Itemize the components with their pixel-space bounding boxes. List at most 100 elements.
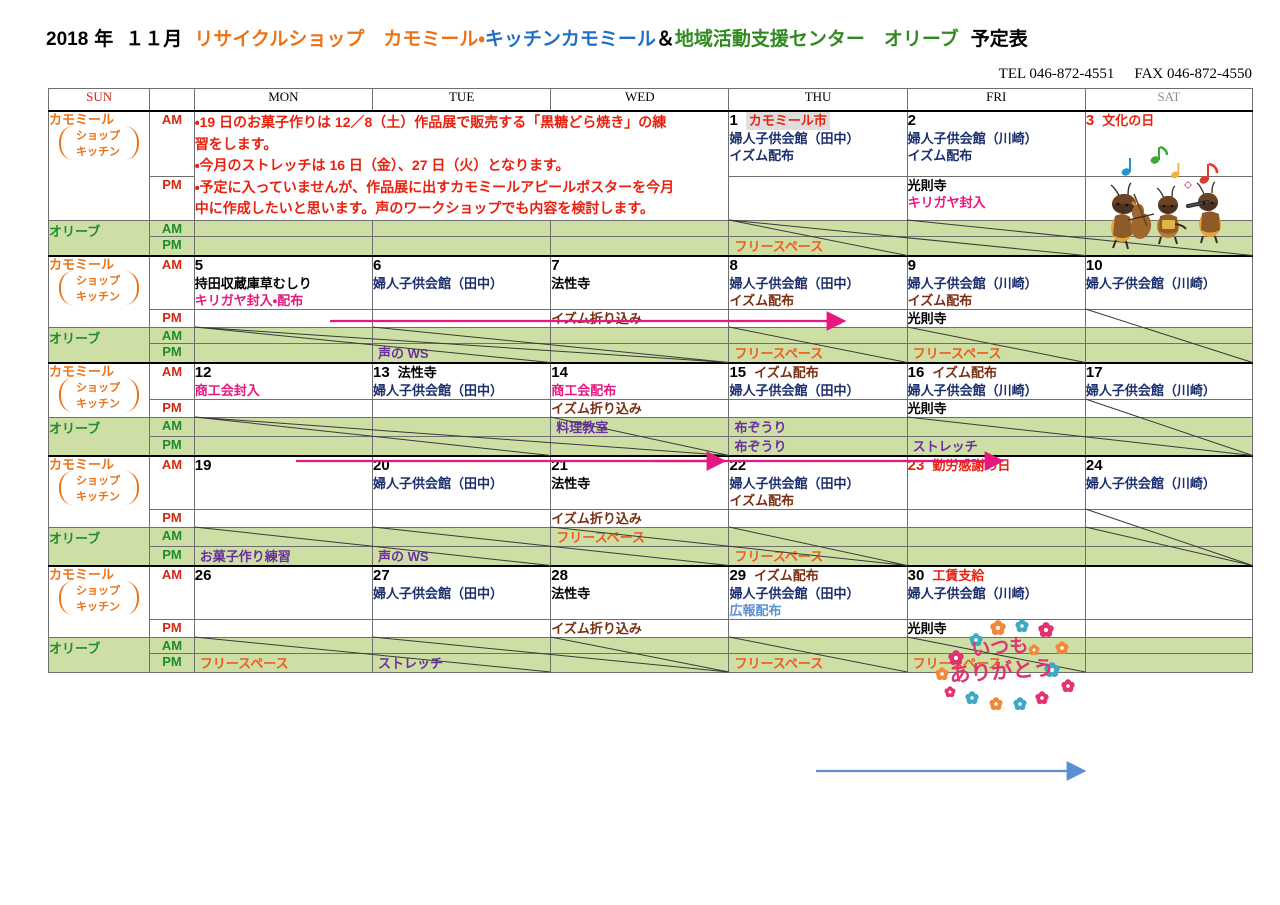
olive-cell-sat-pm[interactable] [1084, 342, 1254, 363]
olive-cell-fri-am[interactable] [906, 526, 1086, 547]
cell-thu-pm[interactable] [728, 176, 908, 221]
olive-cell-wed-pm[interactable] [550, 545, 730, 566]
cell-tue-am[interactable]: 27 婦人子供会館（田中） [372, 564, 552, 620]
olive-cell-tue-pm[interactable] [372, 235, 552, 256]
cell-sat-pm[interactable] [1084, 508, 1254, 528]
olive-cell-fri-pm[interactable] [906, 545, 1086, 566]
cell-thu-am[interactable]: 29 イズム配布 婦人子供会館（田中） 広報配布 [728, 564, 908, 620]
olive-cell-wed-am[interactable] [550, 326, 730, 344]
olive-cell-thu-pm[interactable]: フリースペース [728, 342, 908, 363]
cell-tue-pm[interactable] [372, 618, 552, 638]
olive-cell-wed-am[interactable]: フリースペース [550, 526, 730, 547]
cell-sat-pm[interactable] [1084, 308, 1254, 328]
cell-fri-am[interactable]: 23 勤労感謝の日 [906, 454, 1086, 510]
olive-cell-fri-pm[interactable]: フリースペース [906, 342, 1086, 363]
cell-tue-pm[interactable] [372, 398, 552, 418]
olive-cell-thu-am[interactable]: 布ぞうり [728, 416, 908, 437]
olive-cell-tue-am[interactable] [372, 636, 552, 654]
cell-mon-am[interactable]: 26 [193, 564, 374, 620]
cell-thu-am[interactable]: 15 イズム配布 婦人子供会館（田中） [728, 361, 908, 400]
olive-cell-wed-am[interactable] [550, 636, 730, 654]
cell-tue-am[interactable]: 13 法性寺 婦人子供会館（田中） [372, 361, 552, 400]
olive-cell-mon-pm[interactable] [193, 342, 374, 363]
olive-cell-tue-pm[interactable]: ストレッチ [372, 652, 552, 673]
cell-mon-am[interactable]: 12 商工会封入 [193, 361, 374, 400]
olive-cell-mon-am[interactable] [193, 416, 374, 437]
olive-cell-sat-pm[interactable] [1084, 545, 1254, 566]
olive-cell-sat-am[interactable] [1084, 636, 1254, 654]
olive-cell-tue-pm[interactable] [372, 435, 552, 456]
cell-mon-pm[interactable] [193, 308, 374, 328]
olive-cell-tue-am[interactable] [372, 326, 552, 344]
olive-cell-thu-pm[interactable]: 布ぞうり [728, 435, 908, 456]
olive-cell-fri-am[interactable] [906, 326, 1086, 344]
cell-mon-pm[interactable] [193, 398, 374, 418]
olive-cell-fri-am[interactable] [906, 219, 1086, 237]
olive-cell-mon-pm[interactable]: お菓子作り練習 [193, 545, 374, 566]
olive-cell-sat-am[interactable] [1084, 326, 1254, 344]
olive-cell-wed-pm[interactable] [550, 652, 730, 673]
olive-cell-fri-pm[interactable] [906, 235, 1086, 256]
olive-cell-thu-pm[interactable]: フリースペース [728, 652, 908, 673]
cell-tue-pm[interactable] [372, 308, 552, 328]
cell-wed-pm[interactable]: イズム折り込み [550, 398, 730, 418]
cell-thu-pm[interactable] [728, 508, 908, 528]
olive-cell-tue-am[interactable] [372, 416, 552, 437]
cell-thu-pm[interactable] [728, 308, 908, 328]
cell-wed-am[interactable]: 14 商工会配布 [550, 361, 730, 400]
cell-wed-am[interactable]: 7 法性寺 [550, 254, 730, 310]
olive-cell-mon-am[interactable] [193, 326, 374, 344]
cell-sat-pm[interactable] [1084, 618, 1254, 638]
cell-tue-am[interactable]: 20 婦人子供会館（田中） [372, 454, 552, 510]
olive-cell-sat-am[interactable] [1084, 526, 1254, 547]
cell-mon-pm[interactable] [193, 618, 374, 638]
cell-wed-am[interactable]: 28 法性寺 [550, 564, 730, 620]
olive-cell-thu-pm[interactable]: フリースペース [728, 545, 908, 566]
olive-cell-mon-am[interactable] [193, 219, 374, 237]
cell-thu-am[interactable]: 22 婦人子供会館（田中） イズム配布 [728, 454, 908, 510]
cell-tue-am[interactable]: 6 婦人子供会館（田中） [372, 254, 552, 310]
cell-fri-am[interactable]: 16 イズム配布 婦人子供会館（川崎） [906, 361, 1086, 400]
cell-fri-am[interactable]: 9 婦人子供会館（川崎） イズム配布 [906, 254, 1086, 310]
olive-cell-tue-pm[interactable]: 声の WS [372, 545, 552, 566]
olive-cell-mon-am[interactable] [193, 526, 374, 547]
cell-sat-pm[interactable] [1084, 398, 1254, 418]
olive-cell-sat-pm[interactable] [1084, 435, 1254, 456]
cell-fri-pm[interactable]: 光則寺 [906, 398, 1086, 418]
olive-cell-thu-am[interactable] [728, 219, 908, 237]
olive-cell-thu-am[interactable] [728, 636, 908, 654]
olive-cell-wed-pm[interactable] [550, 235, 730, 256]
olive-cell-mon-am[interactable] [193, 636, 374, 654]
olive-cell-tue-am[interactable] [372, 526, 552, 547]
cell-sat-am[interactable] [1084, 564, 1254, 620]
cell-fri-pm[interactable] [906, 508, 1086, 528]
olive-cell-fri-am[interactable] [906, 416, 1086, 437]
olive-cell-thu-pm[interactable]: フリースペース [728, 235, 908, 256]
olive-cell-sat-pm[interactable] [1084, 652, 1254, 673]
olive-cell-tue-pm[interactable]: 声の WS [372, 342, 552, 363]
cell-thu-pm[interactable] [728, 618, 908, 638]
cell-fri-am[interactable]: 2 婦人子供会館（川崎） イズム配布 [906, 110, 1086, 178]
cell-fri-pm[interactable]: 光則寺 [906, 308, 1086, 328]
olive-cell-wed-am[interactable]: 料理教室 [550, 416, 730, 437]
cell-thu-pm[interactable] [728, 398, 908, 418]
cell-fri-pm[interactable]: 光則寺 キリガヤ封入 [906, 176, 1086, 221]
cell-wed-pm[interactable]: イズム折り込み [550, 508, 730, 528]
cell-tue-pm[interactable] [372, 508, 552, 528]
cell-thu-am[interactable]: 1 カモミール市 婦人子供会館（田中） イズム配布 [728, 110, 908, 178]
cell-fri-am[interactable]: 30 工賃支給 婦人子供会館（川崎） [906, 564, 1086, 620]
olive-cell-wed-pm[interactable] [550, 342, 730, 363]
olive-cell-sat-am[interactable] [1084, 416, 1254, 437]
cell-sat-am[interactable]: 10 婦人子供会館（川崎） [1084, 254, 1254, 310]
cell-mon-am[interactable]: 19 [193, 454, 374, 510]
olive-cell-mon-pm[interactable] [193, 435, 374, 456]
cell-thu-am[interactable]: 8 婦人子供会館（田中） イズム配布 [728, 254, 908, 310]
olive-cell-mon-pm[interactable]: フリースペース [193, 652, 374, 673]
olive-cell-wed-pm[interactable] [550, 435, 730, 456]
cell-wed-pm[interactable]: イズム折り込み [550, 618, 730, 638]
cell-sat-am[interactable]: 3 文化の日 [1084, 110, 1254, 178]
olive-cell-fri-pm[interactable]: ストレッチ [906, 435, 1086, 456]
cell-wed-pm[interactable]: イズム折り込み [550, 308, 730, 328]
cell-mon-am[interactable]: 5 持田収蔵庫草むしり キリガヤ封入・配布 [193, 254, 374, 310]
cell-mon-pm[interactable] [193, 508, 374, 528]
